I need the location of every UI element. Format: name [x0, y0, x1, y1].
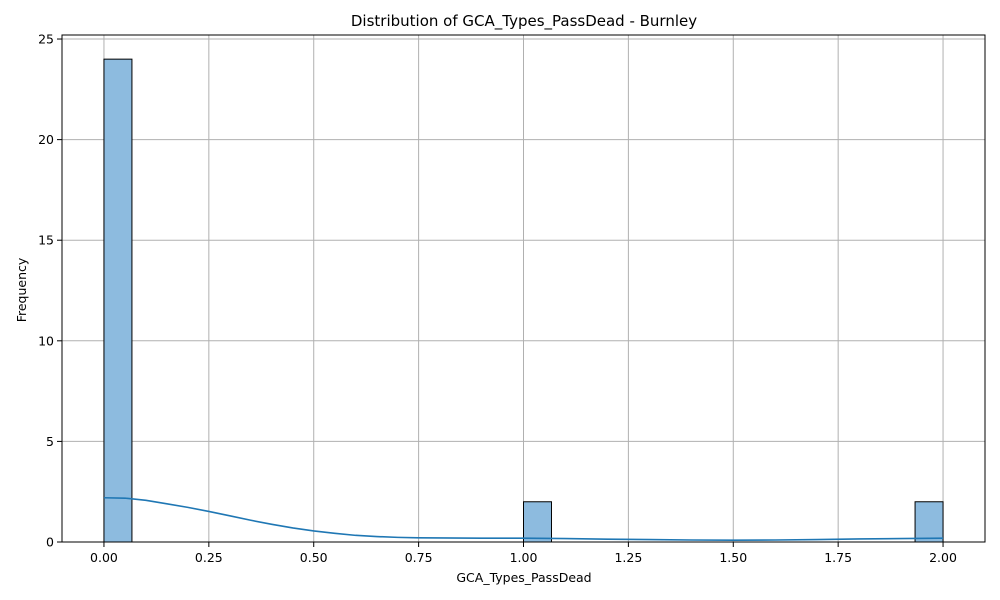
y-tick-label: 20 [38, 132, 54, 147]
y-axis-ticks: 0 5 10 15 20 25 [38, 32, 62, 550]
histogram-bars [103, 58, 944, 543]
y-tick-label: 15 [38, 233, 54, 248]
histogram-bar [914, 501, 944, 543]
x-tick-label: 1.50 [719, 550, 747, 565]
x-tick-label: 1.00 [510, 550, 538, 565]
x-tick-label: 1.25 [614, 550, 642, 565]
y-tick-label: 5 [46, 434, 54, 449]
y-tick-label: 0 [46, 535, 54, 550]
x-tick-label: 1.75 [824, 550, 852, 565]
chart-title: Distribution of GCA_Types_PassDead - Bur… [351, 12, 697, 31]
x-tick-label: 0.50 [300, 550, 328, 565]
histogram-bar [103, 58, 133, 543]
x-axis-ticks: 0.00 0.25 0.50 0.75 1.00 1.25 1.50 1.75 2.00 [90, 542, 957, 565]
x-tick-label: 2.00 [929, 550, 957, 565]
kde-curve [103, 496, 944, 541]
x-tick-label: 0.75 [405, 550, 433, 565]
y-axis-label: Frequency [14, 257, 29, 322]
kde-line [103, 496, 944, 541]
grid-lines [62, 35, 985, 543]
x-axis-label: GCA_Types_PassDead [456, 570, 591, 585]
y-tick-label: 25 [38, 32, 54, 47]
x-tick-label: 0.00 [90, 550, 118, 565]
y-tick-label: 10 [38, 333, 54, 348]
histogram-bar [523, 501, 552, 543]
x-tick-label: 0.25 [195, 550, 223, 565]
